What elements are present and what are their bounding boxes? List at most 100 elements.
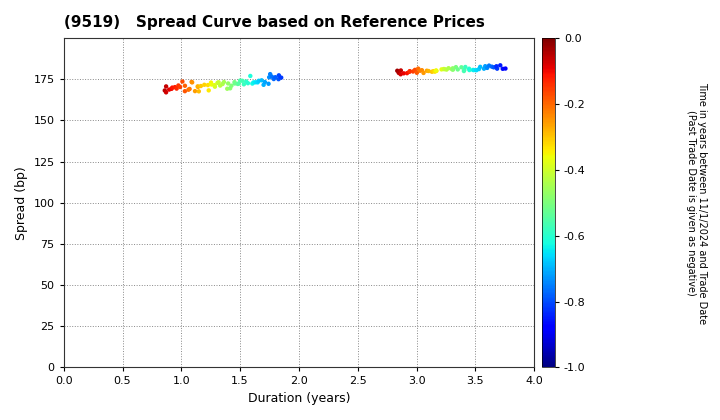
Point: [276, 74, 287, 81]
Point: [264, 74, 275, 81]
Point: [209, 82, 220, 89]
Point: [161, 89, 172, 96]
Point: [266, 73, 277, 80]
Point: [263, 80, 274, 87]
Point: [179, 82, 191, 89]
Point: [268, 76, 279, 82]
Point: [486, 63, 498, 70]
Point: [471, 67, 482, 74]
Point: [225, 85, 236, 92]
Point: [192, 83, 204, 90]
Point: [229, 80, 240, 87]
Point: [395, 71, 406, 78]
Point: [258, 81, 269, 88]
Point: [215, 82, 226, 89]
Point: [273, 72, 284, 79]
Point: [446, 66, 458, 73]
Point: [450, 64, 462, 71]
Point: [441, 66, 452, 73]
Point: [232, 81, 243, 87]
Point: [423, 68, 434, 74]
Point: [186, 79, 197, 85]
Point: [166, 86, 177, 92]
Point: [464, 67, 475, 74]
Point: [233, 80, 245, 87]
Point: [163, 86, 175, 93]
Point: [174, 84, 186, 90]
Point: [497, 66, 508, 72]
Point: [209, 83, 220, 90]
Point: [421, 67, 433, 74]
Point: [418, 70, 429, 76]
Point: [186, 79, 198, 86]
Point: [240, 78, 252, 85]
Point: [447, 65, 459, 72]
Point: [459, 66, 470, 73]
Point: [248, 79, 259, 86]
Point: [431, 68, 442, 74]
Point: [431, 67, 442, 74]
Point: [436, 66, 447, 73]
Point: [245, 73, 256, 79]
Point: [429, 68, 441, 75]
Point: [408, 68, 419, 75]
Point: [473, 66, 485, 72]
Point: [171, 85, 182, 92]
Point: [483, 62, 495, 69]
Point: [467, 66, 479, 73]
Point: [392, 67, 403, 74]
Point: [195, 83, 207, 89]
Point: [193, 88, 204, 94]
Y-axis label: Time in years between 11/1/2024 and Trade Date
(Past Trade Date is given as nega: Time in years between 11/1/2024 and Trad…: [686, 82, 708, 324]
Point: [456, 64, 467, 71]
Point: [480, 63, 491, 70]
Point: [213, 79, 225, 86]
Point: [459, 63, 471, 70]
Point: [273, 76, 284, 83]
Point: [229, 79, 240, 86]
Point: [205, 79, 217, 86]
Point: [413, 65, 424, 72]
Point: [169, 84, 181, 90]
Point: [259, 79, 271, 85]
Point: [447, 66, 459, 73]
Point: [414, 67, 426, 74]
Point: [495, 62, 506, 68]
Point: [173, 82, 184, 89]
Point: [250, 79, 261, 86]
Point: [234, 77, 246, 84]
Point: [202, 82, 214, 89]
Point: [500, 65, 511, 72]
Point: [159, 87, 171, 94]
Point: [222, 85, 233, 92]
Point: [256, 77, 267, 84]
Point: [237, 77, 248, 84]
Point: [184, 86, 195, 92]
Point: [242, 80, 253, 87]
Point: [225, 82, 237, 89]
Point: [253, 77, 264, 84]
Point: [426, 68, 438, 75]
Point: [428, 68, 439, 74]
Point: [488, 64, 500, 71]
Point: [269, 74, 281, 81]
Point: [176, 78, 188, 85]
Point: [395, 67, 407, 74]
Point: [212, 79, 223, 86]
Point: [443, 65, 454, 71]
Point: [416, 67, 428, 74]
Point: [409, 66, 420, 73]
Point: [189, 88, 201, 94]
Point: [438, 66, 449, 72]
Point: [217, 81, 228, 87]
Point: [179, 88, 191, 94]
Point: [401, 70, 413, 76]
Point: [166, 84, 178, 91]
Point: [404, 68, 415, 74]
Point: [183, 87, 194, 93]
Point: [246, 80, 258, 87]
Text: (9519)   Spread Curve based on Reference Prices: (9519) Spread Curve based on Reference P…: [63, 15, 485, 30]
Point: [398, 70, 410, 77]
Point: [203, 87, 215, 94]
Point: [468, 67, 480, 74]
